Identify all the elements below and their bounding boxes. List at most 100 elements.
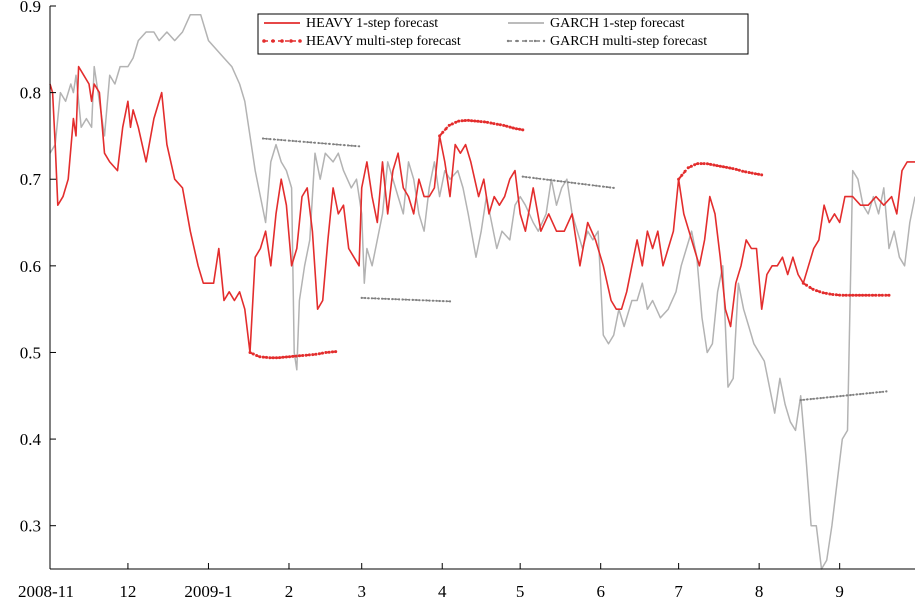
garch-multi-step-marker	[802, 398, 806, 401]
garch-multi-step-marker	[822, 396, 825, 399]
legend-marker	[506, 39, 510, 43]
heavy-multi-step-marker	[268, 356, 272, 360]
heavy-multi-step-marker	[718, 164, 722, 168]
garch-multi-step-marker	[306, 141, 309, 144]
heavy-multi-step-marker	[288, 355, 292, 359]
heavy-multi-step-marker	[470, 119, 474, 123]
heavy-multi-step-marker	[476, 119, 480, 123]
heavy-multi-step-marker	[815, 289, 818, 293]
heavy-multi-step-marker	[307, 353, 311, 357]
heavy-multi-step-marker	[294, 354, 298, 358]
garch-multi-step-marker	[324, 142, 327, 145]
garch-multi-step-marker	[574, 182, 577, 185]
heavy-multi-step-marker	[495, 122, 499, 126]
legend-marker	[533, 39, 537, 43]
garch-multi-step-group	[261, 137, 888, 402]
heavy-multi-step-marker	[867, 293, 871, 297]
garch-multi-step-marker	[799, 399, 802, 402]
heavy-multi-step-marker	[887, 293, 891, 297]
garch-multi-step-marker	[317, 141, 320, 145]
garch-multi-step-marker	[273, 138, 276, 141]
axes-layer: 0.3 0.4 0.5 0.6 0.7 0.8 0.9 2008-11 12 2009-1 2 3 4 5…	[18, 0, 915, 601]
garch-multi-step-marker	[570, 181, 573, 184]
heavy-multi-step-marker	[737, 168, 741, 172]
heavy-multi-step-marker	[317, 352, 321, 356]
garch-multi-step-marker	[581, 182, 584, 186]
heavy-multi-step-marker	[841, 293, 845, 297]
legend-item: GARCH multi-step forecast	[506, 34, 707, 49]
garch-multi-step-marker	[865, 392, 868, 395]
legend-label: GARCH multi-step forecast	[550, 34, 707, 49]
heavy-multi-step-marker	[489, 121, 493, 125]
heavy-multi-step-marker	[805, 283, 809, 287]
y-tick-label: 0.5	[20, 343, 41, 362]
garch-multi-step-marker	[595, 184, 598, 187]
garch-multi-step-marker	[364, 296, 367, 300]
heavy-multi-step-marker	[518, 127, 522, 131]
heavy-multi-step-marker	[871, 293, 874, 297]
garch-multi-step-marker	[295, 140, 298, 143]
garch-multi-step-marker	[872, 391, 875, 394]
heavy-multi-step-marker	[327, 350, 331, 354]
heavy-multi-step-marker	[511, 126, 515, 130]
legend-label: GARCH 1-step forecast	[550, 16, 685, 31]
heavy-multi-step-marker	[680, 173, 684, 177]
heavy-1-step-line	[49, 65, 915, 354]
x-tick-label: 6	[596, 582, 605, 601]
heavy-multi-step-group	[248, 118, 891, 360]
garch-multi-step-marker	[602, 185, 605, 188]
x-tick-label: 3	[357, 582, 366, 601]
heavy-multi-step-marker	[291, 354, 295, 358]
heavy-multi-step-marker	[731, 167, 735, 171]
heavy-multi-step-marker	[498, 123, 502, 127]
garch-multi-step-marker	[584, 183, 587, 186]
garch-multi-step-marker	[381, 297, 384, 300]
heavy-multi-step-marker	[457, 119, 461, 123]
heavy-multi-step-marker	[258, 355, 262, 359]
garch-multi-step-marker	[868, 392, 872, 395]
heavy-multi-step-marker	[502, 123, 506, 127]
garch-multi-step-marker	[310, 141, 313, 144]
garch-multi-step-marker	[528, 176, 531, 179]
legend-marker	[262, 39, 266, 43]
heavy-multi-step-marker	[444, 127, 448, 131]
heavy-multi-step-marker	[255, 354, 259, 357]
y-tick-label: 0.9	[20, 0, 41, 16]
garch-multi-step-marker	[448, 300, 452, 303]
garch-multi-step-marker	[442, 300, 445, 303]
heavy-multi-step-marker	[854, 293, 858, 297]
heavy-multi-step-marker	[715, 164, 719, 168]
garch-multi-step-marker	[532, 176, 535, 179]
plot-area: 0.3 0.4 0.5 0.6 0.7 0.8 0.9 2008-11 12 2009-1 2 3 4 5…	[18, 0, 915, 601]
heavy-multi-step-marker	[514, 127, 518, 131]
heavy-multi-step-marker	[705, 162, 709, 166]
garch-multi-step-marker	[425, 299, 428, 302]
heavy-multi-step-marker	[248, 351, 252, 354]
heavy-multi-step-marker	[760, 173, 764, 177]
garch-multi-step-marker	[431, 299, 435, 302]
series-layer	[49, 13, 915, 570]
heavy-multi-step-marker	[304, 353, 308, 357]
garch-multi-step-marker	[826, 396, 829, 399]
heavy-multi-step-marker	[473, 119, 477, 123]
garch-multi-step-marker	[567, 181, 570, 184]
garch-multi-step-marker	[849, 394, 852, 397]
garch-multi-step-marker	[321, 142, 324, 145]
heavy-multi-step-marker	[298, 354, 301, 358]
garch-multi-step-marker	[421, 299, 424, 302]
x-tick-label: 9	[835, 582, 844, 601]
heavy-multi-step-marker	[702, 162, 706, 166]
heavy-multi-step-marker	[311, 353, 315, 357]
garch-multi-step-marker	[829, 396, 832, 399]
heavy-multi-step-marker	[251, 352, 255, 356]
garch-multi-step-marker	[298, 140, 302, 143]
garch-multi-step-marker	[835, 395, 839, 398]
garch-multi-step-marker	[354, 144, 357, 148]
garch-multi-step-marker	[832, 395, 835, 398]
garch-multi-step-marker	[553, 179, 556, 182]
garch-multi-step-marker	[343, 144, 346, 147]
heavy-multi-step-marker	[831, 293, 835, 296]
legend-marker	[524, 39, 528, 43]
x-tick-label: 4	[438, 582, 447, 601]
